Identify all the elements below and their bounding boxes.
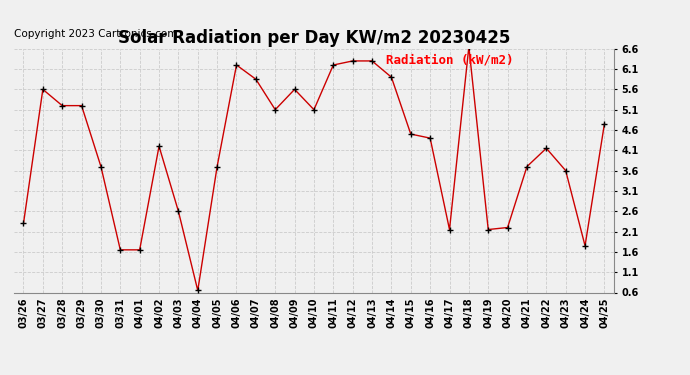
Text: Copyright 2023 Cartronics.com: Copyright 2023 Cartronics.com [14,29,177,39]
Title: Solar Radiation per Day KW/m2 20230425: Solar Radiation per Day KW/m2 20230425 [118,29,510,47]
Text: Radiation (kW/m2): Radiation (kW/m2) [386,54,513,67]
